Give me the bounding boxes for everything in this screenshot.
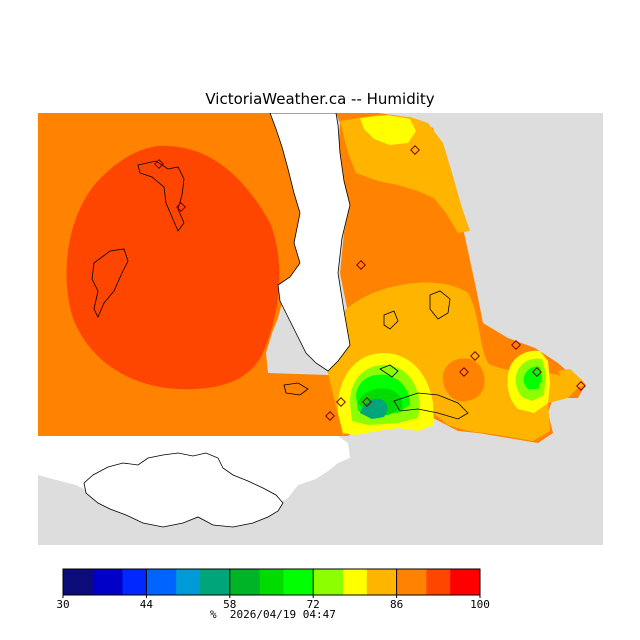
legend-bin-10 <box>342 569 368 595</box>
legend-bin-6 <box>229 569 261 595</box>
station-marker <box>511 340 521 350</box>
humidity-region-81-86-north <box>340 115 470 233</box>
humidity-region-77-81-north <box>360 115 416 145</box>
station-marker <box>325 411 335 421</box>
legend-bin-9 <box>313 569 344 595</box>
island-outline-2 <box>91 248 129 318</box>
station-marker <box>362 397 372 407</box>
legend-bin-14 <box>450 569 481 595</box>
legend-tick-label-0: 30 <box>56 598 69 611</box>
humidity-region-91-95-west <box>66 145 280 390</box>
station-marker <box>176 202 186 212</box>
legend-bin-2 <box>122 569 147 595</box>
legend-tick-label-4: 86 <box>390 598 403 611</box>
legend-color-bins <box>63 569 481 595</box>
timestamp: 2026/04/19 04:47 <box>229 608 336 621</box>
station-marker <box>336 397 346 407</box>
legend-unit: % <box>210 608 217 621</box>
station-marker <box>410 145 420 155</box>
humidity-region-67-72-east <box>523 366 542 389</box>
legend-bin-0 <box>63 569 94 595</box>
map-title: VictoriaWeather.ca -- Humidity <box>205 90 435 108</box>
station-marker <box>154 159 164 169</box>
legend-bin-13 <box>426 569 451 595</box>
legend-tick-label-2: 58 <box>223 598 236 611</box>
legend-bin-8 <box>283 569 314 595</box>
legend-bin-11 <box>366 569 398 595</box>
humidity-region-53-58-west <box>360 398 388 419</box>
legend-bin-12 <box>396 569 427 595</box>
island-outline-7 <box>379 364 399 378</box>
island-outline-6 <box>393 392 469 420</box>
water-channel-north <box>269 113 351 372</box>
humidity-legend: 30 44 58 72 86 100 <box>56 568 490 611</box>
station-marker <box>459 367 469 377</box>
legend-ticks: 30 44 58 72 86 100 <box>56 569 490 611</box>
island-outline-3 <box>429 290 451 320</box>
island-outline-4 <box>383 310 399 330</box>
station-marker <box>532 367 542 377</box>
legend-bin-3 <box>146 569 177 595</box>
station-marker <box>576 381 586 391</box>
station-marker <box>470 351 480 361</box>
legend-bin-4 <box>176 569 201 595</box>
legend-bin-1 <box>92 569 124 595</box>
legend-unit-and-timestamp: % 2026/04/19 04:47 <box>210 608 336 621</box>
station-markers <box>154 145 586 421</box>
legend-bin-5 <box>200 569 231 595</box>
legend-bin-7 <box>259 569 284 595</box>
island-outline-1 <box>137 160 185 232</box>
legend-tick-label-5: 100 <box>470 598 490 611</box>
island-outline-5 <box>283 382 309 396</box>
legend-tick-label-1: 44 <box>140 598 154 611</box>
legend-tick-label-3: 72 <box>307 598 320 611</box>
humidity-region-86-91-center <box>442 358 485 402</box>
station-marker <box>356 260 366 270</box>
land-south-white <box>83 452 284 528</box>
humidity-map <box>38 113 603 545</box>
